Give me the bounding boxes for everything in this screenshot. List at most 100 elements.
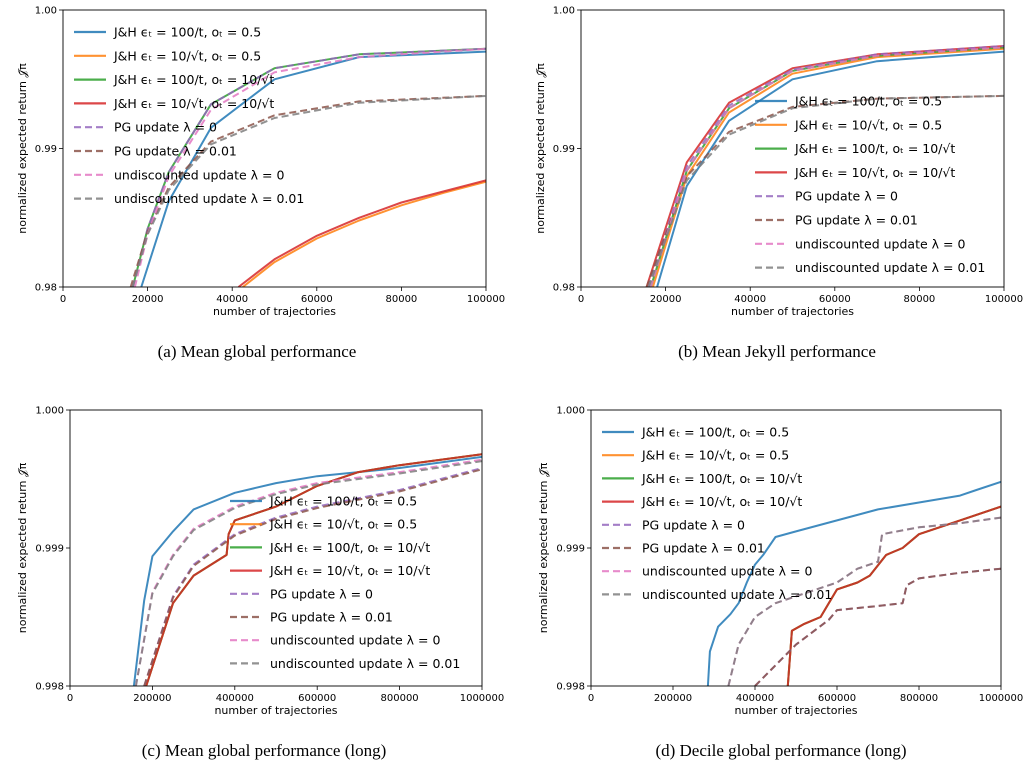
x-tick-label: 100000 — [985, 294, 1023, 305]
panel-c: 0 200000 400000 600000 800000 1000000 0.998 0.9… — [16, 406, 504, 761]
series-group — [132, 453, 482, 686]
y-tick-label: 0.99 — [553, 144, 575, 155]
series-line-6 — [143, 468, 482, 686]
legend-label-4: J&H ϵₜ = 10/√t, oₜ = 10/√t — [269, 563, 430, 578]
x-axis-label: number of trajectories — [734, 704, 857, 717]
y-axis-label: normalized expected return 𝒥̄π — [534, 63, 547, 234]
series-group — [706, 480, 1001, 686]
x-tick-label: 1000000 — [460, 693, 505, 704]
series-line-8 — [727, 516, 1001, 686]
panel-caption: (d) Decile global performance (long) — [655, 741, 906, 760]
legend-label-3: J&H ϵₜ = 100/t, oₜ = 10/√t — [794, 141, 955, 156]
legend-label-7: undiscounted update λ = 0 — [642, 564, 812, 579]
x-tick-label: 40000 — [734, 294, 766, 305]
x-tick-label: 400000 — [216, 693, 254, 704]
legend-label-7: undiscounted update λ = 0 — [270, 633, 440, 648]
legend-label-8: undiscounted update λ = 0.01 — [114, 191, 304, 206]
x-tick-label: 600000 — [818, 693, 856, 704]
series-line-1 — [706, 480, 1001, 686]
series-line-4 — [237, 179, 486, 287]
legend-label-6: PG update λ = 0.01 — [795, 213, 918, 228]
legend-label-5: PG update λ = 0 — [795, 189, 898, 204]
y-axis-label: normalized expected return 𝒥̄π — [537, 462, 550, 633]
y-tick-label: 0.999 — [556, 544, 585, 555]
y-axis-label: normalized expected return 𝒥̄π — [16, 462, 29, 633]
legend-label-8: undiscounted update λ = 0.01 — [795, 260, 985, 275]
x-axis-label: number of trajectories — [214, 704, 337, 717]
legend: J&H ϵₜ = 100/t, oₜ = 0.5 J&H ϵₜ = 10/√t, … — [230, 494, 460, 671]
x-tick-label: 20000 — [132, 294, 164, 305]
legend-label-1: J&H ϵₜ = 100/t, oₜ = 0.5 — [641, 425, 789, 440]
series-group — [129, 47, 486, 287]
y-tick-label: 0.999 — [35, 544, 64, 555]
series-line-2 — [651, 47, 1004, 287]
series-line-8 — [647, 94, 1004, 287]
x-tick-label: 80000 — [903, 294, 935, 305]
legend-label-6: PG update λ = 0.01 — [642, 541, 765, 556]
y-tick-label: 1.000 — [35, 406, 64, 417]
x-tick-label: 80000 — [385, 294, 417, 305]
legend-label-3: J&H ϵₜ = 100/t, oₜ = 10/√t — [641, 471, 802, 486]
y-tick-label: 0.998 — [35, 682, 64, 693]
y-tick-label: 0.98 — [35, 283, 57, 294]
y-tick-label: 1.00 — [35, 6, 57, 17]
x-tick-label: 60000 — [819, 294, 851, 305]
legend-label-7: undiscounted update λ = 0 — [795, 236, 965, 251]
series-line-8 — [134, 460, 482, 686]
series-line-7 — [133, 47, 486, 287]
x-tick-label: 100000 — [467, 294, 505, 305]
series-line-8 — [131, 94, 486, 287]
legend-label-6: PG update λ = 0.01 — [114, 144, 237, 159]
x-tick-label: 1000000 — [979, 693, 1024, 704]
legend-label-2: J&H ϵₜ = 10/√t, oₜ = 0.5 — [641, 448, 789, 463]
legend-label-4: J&H ϵₜ = 10/√t, oₜ = 10/√t — [794, 165, 955, 180]
series-line-4 — [145, 453, 482, 686]
x-tick-label: 200000 — [133, 693, 171, 704]
legend-label-2: J&H ϵₜ = 10/√t, oₜ = 0.5 — [113, 48, 261, 63]
x-tick-label: 200000 — [654, 693, 692, 704]
x-tick-label: 0 — [588, 693, 594, 704]
legend-label-5: PG update λ = 0 — [114, 120, 217, 135]
legend: J&H ϵₜ = 100/t, oₜ = 0.5 J&H ϵₜ = 10/√t, … — [602, 425, 832, 602]
y-axis-label: normalized expected return 𝒥̄π — [16, 63, 29, 234]
legend-label-7: undiscounted update λ = 0 — [114, 167, 284, 182]
panel-caption: (b) Mean Jekyll performance — [678, 342, 876, 361]
x-tick-label: 600000 — [298, 693, 336, 704]
legend: J&H ϵₜ = 100/t, oₜ = 0.5 J&H ϵₜ = 10/√t, … — [755, 94, 985, 275]
legend-label-6: PG update λ = 0.01 — [270, 610, 393, 625]
panel-caption: (c) Mean global performance (long) — [142, 741, 387, 760]
series-line-2 — [242, 180, 486, 287]
legend-label-4: J&H ϵₜ = 10/√t, oₜ = 10/√t — [113, 96, 274, 111]
x-axis-label: number of trajectories — [731, 305, 854, 318]
series-line-4 — [786, 505, 1001, 686]
x-axis-label: number of trajectories — [213, 305, 336, 318]
legend-label-8: undiscounted update λ = 0.01 — [642, 587, 832, 602]
y-tick-label: 0.99 — [35, 144, 57, 155]
x-tick-label: 0 — [60, 294, 66, 305]
legend-label-1: J&H ϵₜ = 100/t, oₜ = 0.5 — [269, 494, 417, 509]
series-group — [645, 45, 1004, 287]
legend-label-8: undiscounted update λ = 0.01 — [270, 656, 460, 671]
panel-a: 0 20000 40000 60000 80000 100000 0.98 0.99 1.00 n… — [16, 6, 505, 362]
panel-caption: (a) Mean global performance — [158, 342, 357, 361]
y-tick-label: 1.000 — [556, 406, 585, 417]
legend-label-5: PG update λ = 0 — [270, 586, 373, 601]
series-line-5 — [647, 45, 1004, 287]
legend-label-3: J&H ϵₜ = 100/t, oₜ = 10/√t — [113, 72, 274, 87]
x-tick-label: 400000 — [736, 693, 774, 704]
panel-b: 0 20000 40000 60000 80000 100000 0.98 0.99 1.00 n… — [534, 6, 1023, 362]
x-tick-label: 60000 — [301, 294, 333, 305]
panel-d: 0 200000 400000 600000 800000 1000000 0.998 0.9… — [537, 406, 1023, 761]
legend-label-2: J&H ϵₜ = 10/√t, oₜ = 0.5 — [269, 517, 417, 532]
legend-label-1: J&H ϵₜ = 100/t, oₜ = 0.5 — [794, 94, 942, 109]
legend-label-2: J&H ϵₜ = 10/√t, oₜ = 0.5 — [794, 117, 942, 132]
series-line-6 — [645, 94, 1004, 287]
x-tick-label: 20000 — [650, 294, 682, 305]
y-tick-label: 0.98 — [553, 283, 575, 294]
x-tick-label: 0 — [67, 693, 73, 704]
x-tick-label: 800000 — [381, 693, 419, 704]
x-tick-label: 40000 — [216, 294, 248, 305]
y-tick-label: 1.00 — [553, 6, 575, 17]
series-line-7 — [649, 46, 1004, 287]
